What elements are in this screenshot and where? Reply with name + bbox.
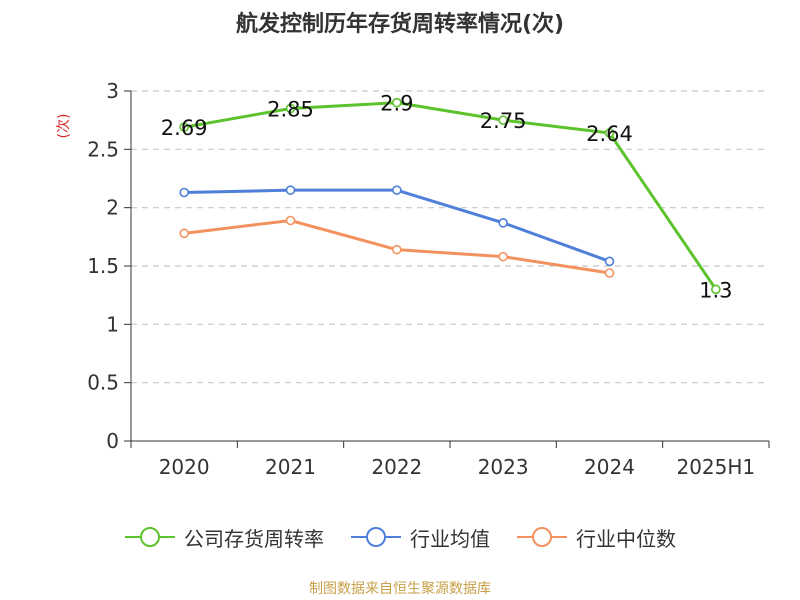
data-point — [604, 256, 615, 267]
grid-lines — [131, 90, 769, 384]
legend-marker — [125, 527, 175, 547]
data-point — [498, 218, 508, 228]
data-point — [179, 228, 189, 239]
data-point — [604, 128, 615, 138]
legend-item: 公司存货周转率 — [124, 523, 324, 552]
legend-label: 行业中位数 — [576, 526, 676, 551]
series-2 — [179, 215, 615, 278]
y-tick-label: 2 — [106, 196, 119, 220]
axes: 0 0.5 1 1.5 2 2.5 3 2020 2021 2022 2023 2024 2025H1 — [87, 79, 770, 479]
data-point — [498, 251, 508, 262]
x-tick-label: 2021 — [265, 455, 316, 479]
legend-marker-circle — [366, 527, 386, 547]
data-point — [285, 103, 296, 114]
chart-title: 航发控制历年存货周转率情况(次) — [235, 12, 565, 37]
source-note: 制图数据来自恒生聚源数据库 — [309, 581, 491, 597]
data-label: 2.9 — [380, 92, 413, 116]
legend-marker-circle — [140, 527, 160, 547]
x-tick-label: 2020 — [159, 455, 210, 479]
data-point — [285, 215, 296, 226]
data-point — [498, 115, 508, 125]
data-label: 2.64 — [586, 122, 633, 146]
data-point — [392, 244, 402, 255]
data-label: 2.85 — [267, 98, 314, 122]
data-point — [179, 122, 189, 132]
y-axis-label: (次) — [56, 114, 72, 139]
series: 2.69 2.85 2.9 2.75 2.64 1.3 — [161, 92, 733, 303]
y-tick-label: 1 — [106, 312, 119, 336]
y-tick-label: 0 — [106, 429, 119, 453]
y-tick-label: 3 — [106, 79, 119, 103]
y-tick-label: 1.5 — [87, 254, 119, 278]
y-tick-label: 0.5 — [87, 371, 119, 395]
data-point — [179, 187, 189, 198]
x-tick-label: 2025H1 — [676, 455, 755, 479]
y-tick-label: 2.5 — [87, 137, 119, 161]
legend-marker — [517, 527, 567, 547]
x-tick-label: 2024 — [584, 455, 635, 479]
series-0: 2.69 2.85 2.9 2.75 2.64 1.3 — [161, 92, 733, 303]
x-tick-label: 2022 — [371, 455, 422, 479]
legend-item: 行业中位数 — [516, 523, 676, 552]
data-point — [711, 284, 721, 295]
legend-label: 行业均值 — [410, 526, 490, 551]
legend-marker — [351, 527, 401, 547]
data-point — [285, 185, 296, 195]
legend-marker-circle — [532, 527, 552, 547]
data-point — [604, 268, 615, 278]
legend-item: 行业均值 — [350, 523, 490, 552]
data-point — [392, 97, 402, 108]
series-line — [183, 101, 718, 291]
legend: 公司存货周转率 行业均值 行业中位数 — [0, 520, 800, 554]
data-label: 2.69 — [161, 116, 208, 140]
data-label: 2.75 — [480, 109, 527, 133]
data-point — [392, 185, 402, 195]
legend-label: 公司存货周转率 — [184, 526, 324, 551]
data-label: 1.3 — [699, 278, 732, 302]
series-1 — [179, 185, 615, 267]
x-tick-label: 2023 — [478, 455, 529, 479]
